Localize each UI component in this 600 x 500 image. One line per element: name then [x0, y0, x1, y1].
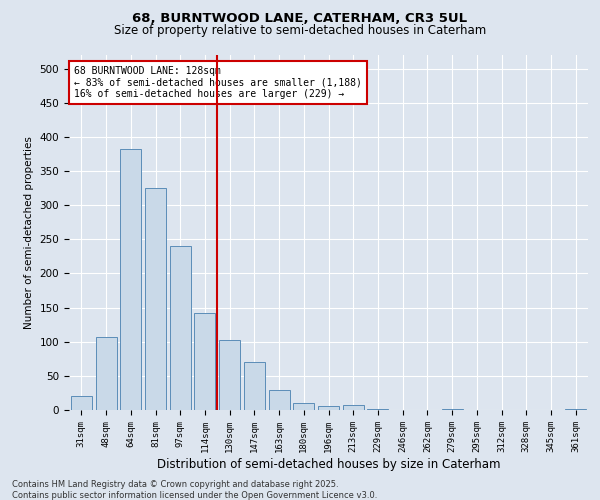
Bar	[293, 403, 314, 410]
Text: Size of property relative to semi-detached houses in Caterham: Size of property relative to semi-detach…	[114, 24, 486, 37]
Bar	[194, 313, 215, 410]
Text: Contains HM Land Registry data © Crown copyright and database right 2025.
Contai: Contains HM Land Registry data © Crown c…	[12, 480, 377, 500]
Bar	[71, 396, 92, 410]
Text: 68, BURNTWOOD LANE, CATERHAM, CR3 5UL: 68, BURNTWOOD LANE, CATERHAM, CR3 5UL	[133, 12, 467, 24]
Bar	[219, 340, 240, 410]
Y-axis label: Number of semi-detached properties: Number of semi-detached properties	[24, 136, 34, 329]
Bar	[565, 408, 586, 410]
Bar	[343, 405, 364, 410]
Bar	[244, 362, 265, 410]
Bar	[170, 246, 191, 410]
Bar	[120, 148, 141, 410]
Text: 68 BURNTWOOD LANE: 128sqm
← 83% of semi-detached houses are smaller (1,188)
16% : 68 BURNTWOOD LANE: 128sqm ← 83% of semi-…	[74, 66, 362, 99]
X-axis label: Distribution of semi-detached houses by size in Caterham: Distribution of semi-detached houses by …	[157, 458, 500, 470]
Bar	[95, 337, 116, 410]
Bar	[318, 406, 339, 410]
Bar	[145, 188, 166, 410]
Bar	[269, 390, 290, 410]
